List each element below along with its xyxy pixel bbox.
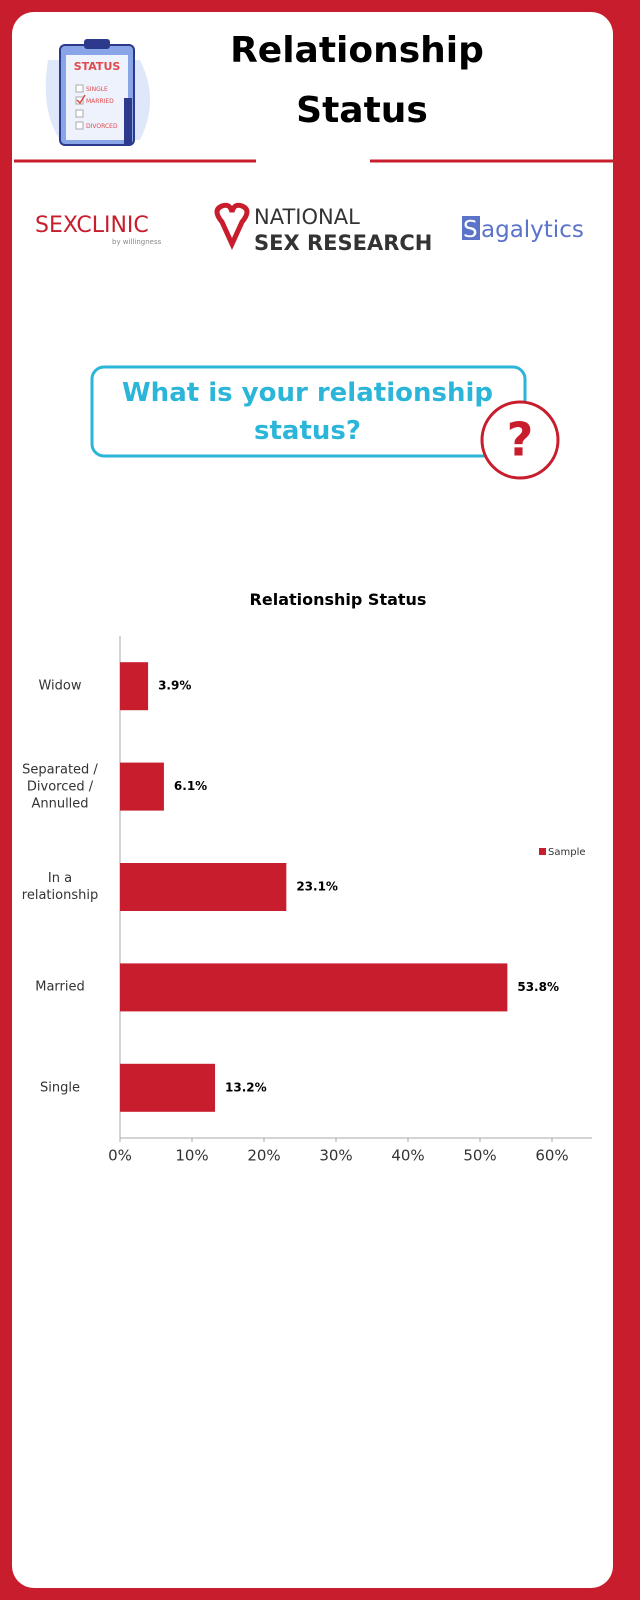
logo-part: CLINIC — [76, 213, 148, 238]
logo-nsr: NATIONAL — [254, 205, 360, 229]
logo-sexclinic: SEXCLINIC — [35, 213, 149, 238]
clip — [84, 39, 110, 49]
question-wrap: What is your relationship status? — [122, 378, 493, 446]
checkbox — [75, 121, 84, 130]
logo-sagalytics: agalytics — [481, 217, 584, 243]
y-tick-label: Married — [35, 979, 85, 995]
x-tick-label: 40% — [391, 1147, 424, 1165]
value-label: 23.1% — [296, 880, 338, 894]
y-tick-label: Separated / Divorced / Annulled — [22, 762, 98, 812]
title-line: Relationship — [230, 30, 484, 71]
icon-option: DIVORCED — [86, 123, 118, 130]
checkbox — [75, 109, 84, 118]
value-label: 3.9% — [158, 679, 191, 693]
x-tick-label: 60% — [535, 1147, 568, 1165]
bar — [120, 762, 164, 811]
y-tick-label: In a relationship — [21, 871, 99, 903]
question-mark: ? — [507, 413, 534, 467]
bar — [120, 963, 508, 1012]
value-label: 13.2% — [225, 1080, 267, 1094]
legend-label: Sample — [548, 847, 586, 858]
value-label: 6.1% — [174, 779, 207, 793]
x-tick-label: 10% — [175, 1147, 208, 1165]
x-tick-label: 30% — [319, 1147, 352, 1165]
status-icon: STATUS SINGLE MARRIED DIVORCED — [45, 39, 150, 146]
y-tick-label: Single — [40, 1080, 80, 1096]
question-circle — [480, 400, 560, 480]
logo-byline: by willingness — [112, 238, 162, 246]
page-title: Relationship Status — [230, 30, 484, 131]
panel — [12, 12, 613, 1588]
checkbox — [75, 96, 84, 105]
logo-box — [462, 216, 480, 240]
check — [76, 94, 86, 105]
legend-swatch — [539, 848, 546, 855]
figure — [124, 98, 132, 144]
icon-option: MARRIED — [86, 98, 114, 105]
title-line: Status — [296, 90, 428, 131]
chart-title: Relationship Status — [250, 590, 427, 609]
x-tick-label: 0% — [108, 1147, 132, 1165]
logo-sagalytics: S — [463, 217, 478, 243]
bar — [120, 863, 287, 911]
question: What is your relationship status? — [122, 378, 493, 446]
icon-heading: STATUS — [74, 60, 121, 73]
logo-part: SEX — [35, 213, 78, 238]
x-tick-label: 20% — [247, 1147, 280, 1165]
y-tick-label: Widow — [38, 678, 82, 694]
x-tick-label: 50% — [463, 1147, 496, 1165]
icon-option: SINGLE — [86, 86, 108, 93]
logo-nsr: SEX RESEARCH — [254, 231, 432, 255]
value-label: 53.8% — [517, 980, 559, 994]
logo-heart — [214, 202, 250, 251]
bar — [120, 1063, 216, 1112]
checkbox — [75, 84, 84, 93]
bar — [120, 662, 149, 711]
